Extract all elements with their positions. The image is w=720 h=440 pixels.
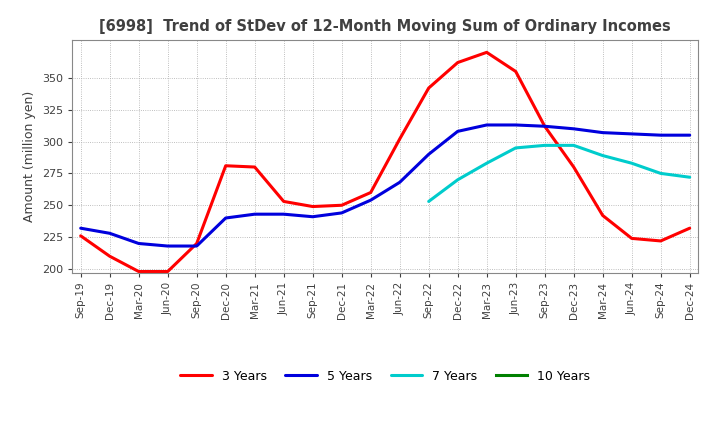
- 3 Years: [482, 50, 491, 55]
- 5 Years: [163, 243, 172, 249]
- 5 Years: [482, 122, 491, 128]
- Y-axis label: Amount (million yen): Amount (million yen): [23, 91, 36, 222]
- 7 Years: [454, 177, 462, 183]
- 7 Years: [482, 161, 491, 166]
- 3 Years: [76, 233, 85, 238]
- 3 Years: [541, 124, 549, 129]
- 5 Years: [105, 231, 114, 236]
- 5 Years: [511, 122, 520, 128]
- 5 Years: [76, 226, 85, 231]
- 3 Years: [454, 60, 462, 65]
- 5 Years: [454, 129, 462, 134]
- 3 Years: [279, 199, 288, 204]
- 5 Years: [192, 243, 201, 249]
- 5 Years: [366, 198, 375, 203]
- 7 Years: [511, 145, 520, 150]
- 5 Years: [657, 132, 665, 138]
- 3 Years: [366, 190, 375, 195]
- 7 Years: [627, 161, 636, 166]
- 5 Years: [135, 241, 143, 246]
- 3 Years: [192, 241, 201, 246]
- 3 Years: [221, 163, 230, 169]
- 3 Years: [511, 69, 520, 74]
- 7 Years: [657, 171, 665, 176]
- 5 Years: [541, 124, 549, 129]
- 3 Years: [685, 226, 694, 231]
- Line: 3 Years: 3 Years: [81, 52, 690, 271]
- 3 Years: [395, 136, 404, 142]
- 5 Years: [395, 180, 404, 185]
- 5 Years: [308, 214, 317, 220]
- 3 Years: [308, 204, 317, 209]
- 5 Years: [424, 152, 433, 157]
- 3 Years: [135, 269, 143, 274]
- 5 Years: [221, 215, 230, 220]
- 7 Years: [598, 153, 607, 158]
- 5 Years: [279, 212, 288, 217]
- 7 Years: [570, 143, 578, 148]
- 3 Years: [424, 85, 433, 91]
- 5 Years: [598, 130, 607, 135]
- 3 Years: [163, 269, 172, 274]
- 5 Years: [570, 126, 578, 132]
- 7 Years: [685, 175, 694, 180]
- 3 Years: [251, 165, 259, 170]
- 3 Years: [105, 253, 114, 259]
- 5 Years: [338, 210, 346, 216]
- 3 Years: [570, 165, 578, 170]
- 5 Years: [251, 212, 259, 217]
- Line: 5 Years: 5 Years: [81, 125, 690, 246]
- 5 Years: [685, 132, 694, 138]
- 3 Years: [627, 236, 636, 241]
- 3 Years: [657, 238, 665, 244]
- 5 Years: [627, 131, 636, 136]
- 7 Years: [424, 199, 433, 204]
- 3 Years: [598, 213, 607, 218]
- 7 Years: [541, 143, 549, 148]
- Line: 7 Years: 7 Years: [428, 145, 690, 202]
- Legend: 3 Years, 5 Years, 7 Years, 10 Years: 3 Years, 5 Years, 7 Years, 10 Years: [176, 365, 595, 388]
- 3 Years: [338, 203, 346, 208]
- Title: [6998]  Trend of StDev of 12-Month Moving Sum of Ordinary Incomes: [6998] Trend of StDev of 12-Month Moving…: [99, 19, 671, 34]
